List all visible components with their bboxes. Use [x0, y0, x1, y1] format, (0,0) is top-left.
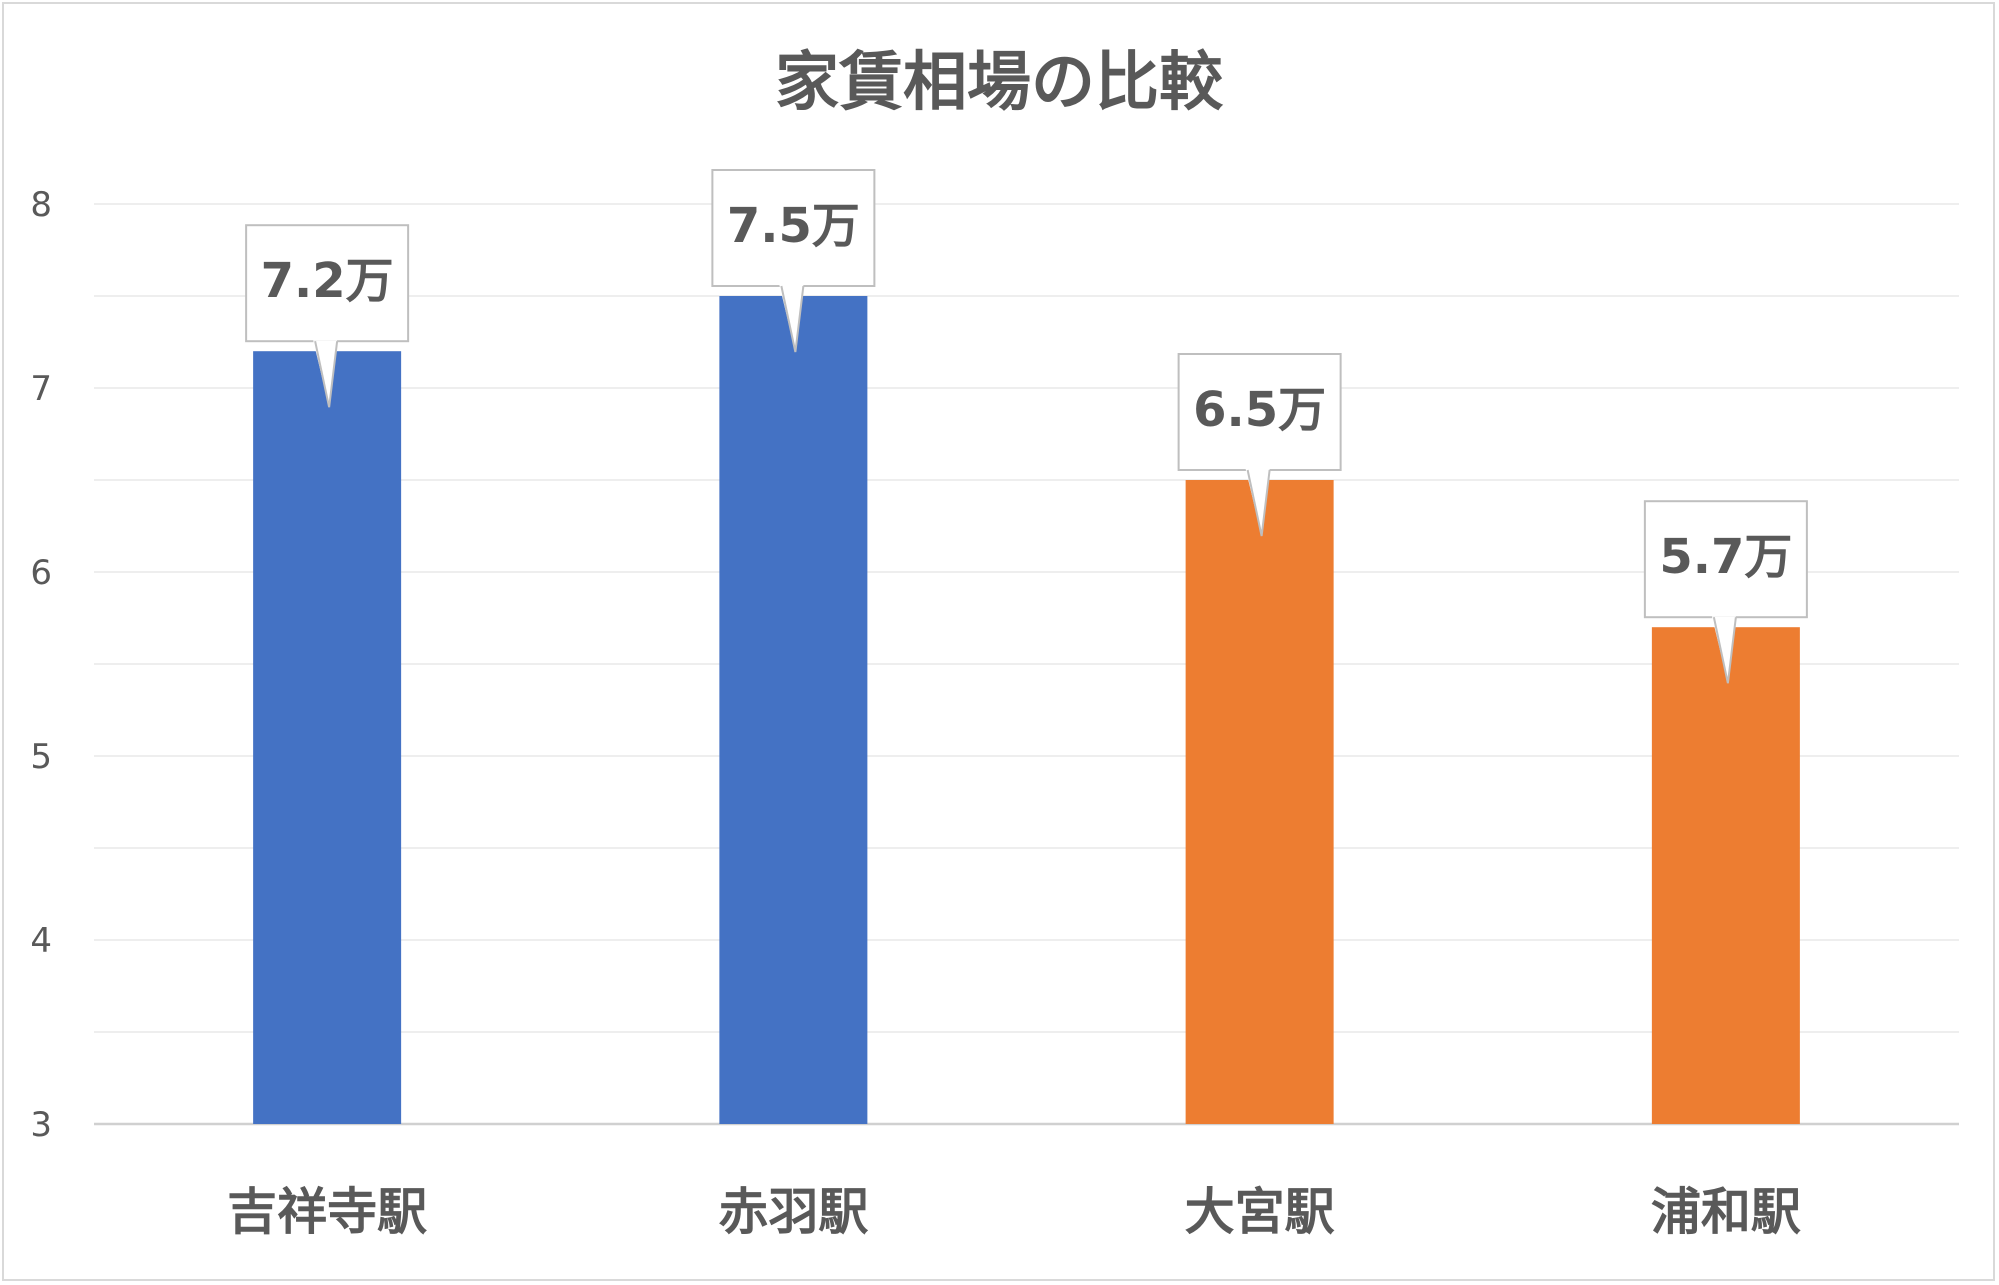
- bar: [719, 296, 868, 1124]
- callout-pointer-outline: [1246, 469, 1271, 537]
- y-tick-label: 7: [30, 369, 52, 409]
- data-label: 7.2万: [261, 253, 394, 309]
- callout-pointer-outline: [1712, 616, 1737, 684]
- x-axis-categories: 吉祥寺駅 赤羽駅 大宮駅 浦和駅: [227, 1183, 1801, 1241]
- y-tick-label: 4: [30, 921, 52, 961]
- gridlines: [94, 203, 1959, 1126]
- y-tick-label: 3: [30, 1105, 52, 1145]
- y-tick-label: 5: [30, 737, 52, 777]
- data-labels: 7.2万 7.5万 6.5万 5.7万: [245, 169, 1808, 684]
- bar: [1651, 627, 1800, 1124]
- category-label: 赤羽駅: [718, 1183, 868, 1241]
- data-label: 7.5万: [727, 198, 860, 254]
- callout-box: [245, 224, 410, 343]
- category-label: 吉祥寺駅: [227, 1183, 427, 1241]
- callout-pointer-outline: [314, 340, 339, 408]
- bars: [253, 296, 1800, 1124]
- callout-pointer-outline: [780, 285, 805, 353]
- callout-box: [1177, 353, 1342, 471]
- data-label: 5.7万: [1659, 529, 1792, 585]
- bar-chart: 家賃相場の比較 3 4 5 6 7 8 吉祥寺駅 赤羽駅 大宮駅 浦和駅 7.2万 7.5万 6.5…: [30, 46, 1959, 1241]
- y-tick-label: 8: [30, 185, 52, 225]
- chart-title: 家賃相場の比較: [775, 46, 1224, 120]
- bar: [1185, 480, 1334, 1124]
- data-label: 6.5万: [1193, 382, 1326, 438]
- y-tick-label: 6: [30, 553, 52, 593]
- y-axis-ticks: 3 4 5 6 7 8: [30, 185, 52, 1145]
- category-label: 浦和駅: [1651, 1183, 1801, 1241]
- category-label: 大宮駅: [1185, 1183, 1335, 1241]
- bar: [253, 351, 402, 1124]
- callout-box: [1643, 500, 1808, 619]
